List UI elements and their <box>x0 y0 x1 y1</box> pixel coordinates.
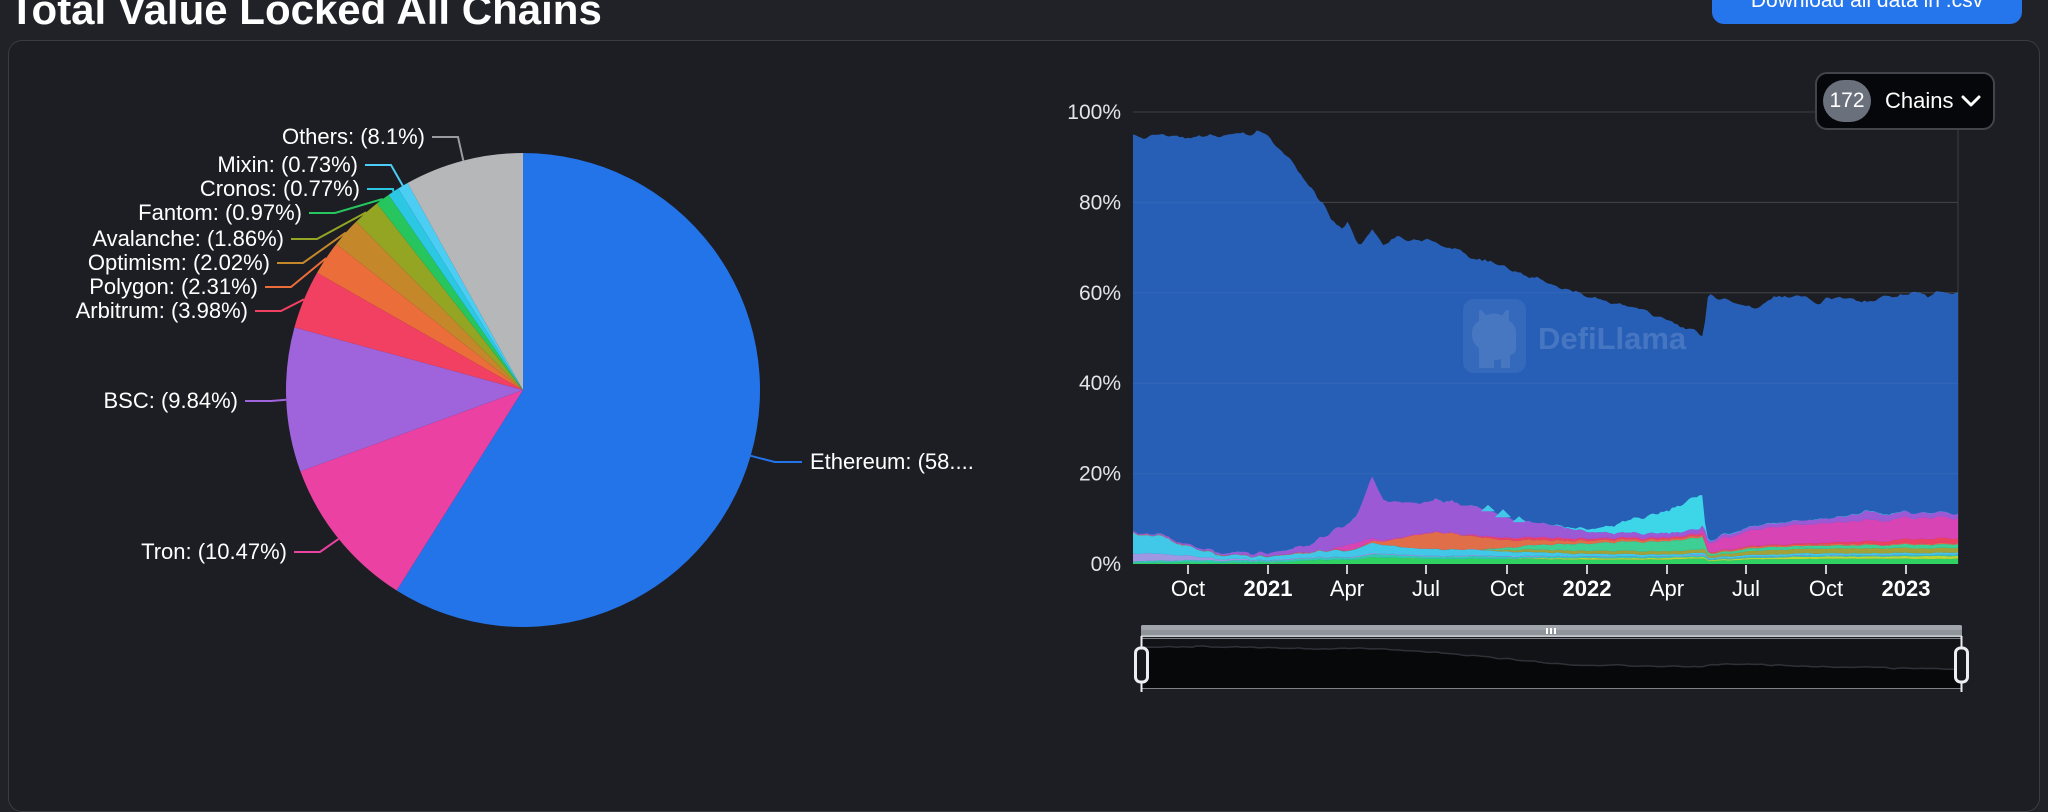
svg-text:Fantom: (0.97%): Fantom: (0.97%) <box>138 200 302 225</box>
svg-text:Polygon: (2.31%): Polygon: (2.31%) <box>89 274 258 299</box>
svg-text:2023: 2023 <box>1882 576 1931 601</box>
svg-text:40%: 40% <box>1079 372 1121 395</box>
svg-text:Avalanche: (1.86%): Avalanche: (1.86%) <box>92 226 284 251</box>
svg-text:0%: 0% <box>1091 553 1121 576</box>
svg-text:Cronos: (0.77%): Cronos: (0.77%) <box>200 176 360 201</box>
svg-text:DefiLlama: DefiLlama <box>1538 321 1687 356</box>
svg-text:20%: 20% <box>1079 463 1121 486</box>
svg-text:Apr: Apr <box>1330 576 1364 601</box>
svg-text:80%: 80% <box>1079 191 1121 214</box>
svg-text:60%: 60% <box>1079 282 1121 305</box>
svg-text:Arbitrum: (3.98%): Arbitrum: (3.98%) <box>76 298 248 323</box>
svg-text:Jul: Jul <box>1412 576 1440 601</box>
svg-text:2021: 2021 <box>1244 576 1293 601</box>
svg-text:Oct: Oct <box>1171 576 1205 601</box>
svg-text:2022: 2022 <box>1563 576 1612 601</box>
svg-text:Mixin: (0.73%): Mixin: (0.73%) <box>217 152 358 177</box>
svg-text:Ethereum: (58....: Ethereum: (58.... <box>810 449 974 474</box>
svg-text:Tron: (10.47%): Tron: (10.47%) <box>141 539 287 564</box>
svg-text:BSC: (9.84%): BSC: (9.84%) <box>104 388 239 413</box>
svg-text:Optimism: (2.02%): Optimism: (2.02%) <box>88 250 270 275</box>
svg-text:Jul: Jul <box>1732 576 1760 601</box>
svg-text:Others: (8.1%): Others: (8.1%) <box>282 124 425 149</box>
svg-text:Oct: Oct <box>1809 576 1843 601</box>
svg-text:Apr: Apr <box>1650 576 1684 601</box>
svg-text:100%: 100% <box>1067 101 1121 124</box>
svg-text:Oct: Oct <box>1490 576 1524 601</box>
